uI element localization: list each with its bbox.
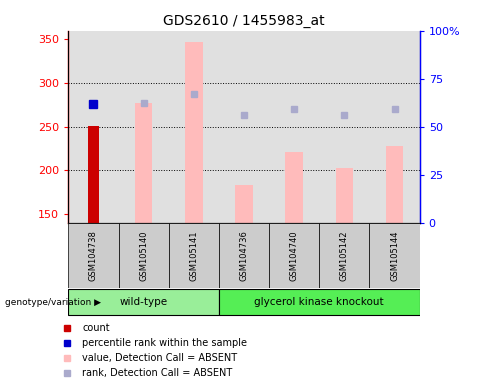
Title: GDS2610 / 1455983_at: GDS2610 / 1455983_at <box>163 14 325 28</box>
Bar <box>169 31 219 223</box>
Bar <box>285 152 303 223</box>
Bar <box>269 223 319 288</box>
Text: GSM105141: GSM105141 <box>189 230 198 281</box>
Text: GSM104738: GSM104738 <box>89 230 98 281</box>
Bar <box>88 126 99 223</box>
Bar <box>269 31 319 223</box>
Bar <box>386 146 404 223</box>
Bar <box>336 168 353 223</box>
Text: genotype/variation ▶: genotype/variation ▶ <box>5 298 101 307</box>
Bar <box>119 223 169 288</box>
Text: GSM105142: GSM105142 <box>340 230 349 281</box>
Text: GSM105140: GSM105140 <box>139 230 148 281</box>
Text: wild-type: wild-type <box>120 297 168 308</box>
Bar <box>119 31 169 223</box>
Text: GSM105144: GSM105144 <box>390 230 399 281</box>
Text: GSM104736: GSM104736 <box>240 230 248 281</box>
Text: count: count <box>82 323 110 333</box>
Bar <box>369 31 420 223</box>
Bar <box>319 31 369 223</box>
Bar <box>185 42 203 223</box>
Text: GSM104740: GSM104740 <box>290 230 299 281</box>
Bar <box>219 223 269 288</box>
Bar <box>235 185 253 223</box>
Text: percentile rank within the sample: percentile rank within the sample <box>82 338 247 348</box>
Text: rank, Detection Call = ABSENT: rank, Detection Call = ABSENT <box>82 368 232 378</box>
Text: glycerol kinase knockout: glycerol kinase knockout <box>254 297 384 308</box>
Bar <box>68 223 119 288</box>
Text: value, Detection Call = ABSENT: value, Detection Call = ABSENT <box>82 353 237 363</box>
Bar <box>169 223 219 288</box>
Bar <box>135 103 152 223</box>
Bar <box>319 223 369 288</box>
Bar <box>369 223 420 288</box>
Bar <box>68 31 119 223</box>
Bar <box>219 31 269 223</box>
Bar <box>68 290 219 315</box>
Bar <box>219 290 420 315</box>
